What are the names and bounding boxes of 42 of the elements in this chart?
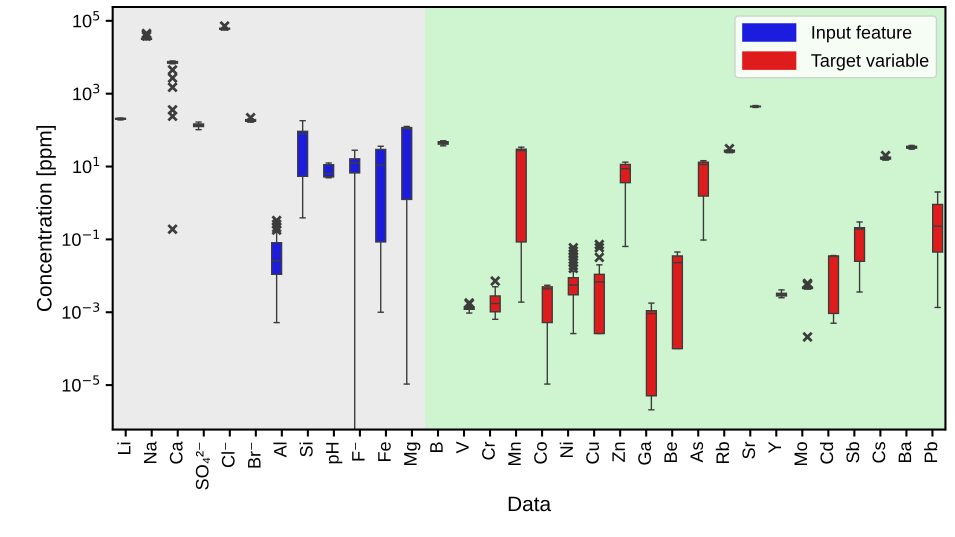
x-tick-label: Cs — [872, 442, 886, 463]
x-tick-label: Al — [273, 442, 287, 458]
y-tick-label: 10$^{−5}$ — [62, 375, 100, 392]
x-tick-label: Be — [664, 442, 678, 462]
x-tick-label: Ga — [638, 441, 652, 465]
x-tick-label: Rb — [716, 442, 730, 464]
x-tick-label: Ni — [560, 442, 573, 457]
x-tick-label: Cr — [482, 442, 495, 460]
y-tick-label: 10$^{−1}$ — [62, 230, 100, 246]
x-tick-label: Br⁻ — [248, 442, 260, 468]
x-tick-label: Y — [768, 442, 781, 454]
x-tick-label: Li — [117, 442, 130, 454]
x-tick-label: Ba — [898, 441, 912, 462]
y-tick-label: 10$^{1}$ — [73, 156, 100, 174]
x-tick-label: Sr — [742, 442, 756, 459]
x-tick-label: As — [690, 442, 704, 462]
x-tick-label: Si — [299, 442, 313, 457]
x-tick-label: SO₄²⁻ — [196, 442, 210, 490]
legend-label: Input feature — [812, 26, 912, 42]
x-tick-label: V — [456, 441, 469, 454]
y-tick-label: 10$^{3}$ — [73, 84, 100, 100]
legend-label: Target variable — [811, 54, 928, 70]
x-tick-label: Cu — [586, 442, 599, 464]
x-tick-label: Mn — [508, 442, 521, 466]
x-tick-label: Mg — [404, 442, 420, 466]
y-tick-label: 10$^{−3}$ — [62, 302, 100, 319]
x-tick-label: pH — [326, 442, 342, 464]
y-tick-label: 10$^{5}$ — [73, 11, 100, 28]
x-axis-title: Data — [508, 496, 552, 512]
x-tick-label: F⁻ — [352, 442, 365, 460]
x-tick-label: B — [430, 442, 443, 452]
x-tick-label: Fe — [378, 442, 391, 461]
x-tick-label: Zn — [612, 442, 625, 462]
x-tick-label: Ca — [170, 441, 183, 464]
x-tick-label: Mo — [794, 442, 808, 466]
x-tick-label: Co — [534, 442, 547, 464]
x-tick-label: Cd — [820, 442, 834, 464]
x-tick-label: Na — [144, 441, 157, 464]
x-tick-label: Cl⁻ — [221, 442, 235, 468]
x-tick-label: Pb — [924, 442, 938, 462]
y-axis-title: Concentration [ppm] — [36, 126, 56, 312]
x-tick-label: Sb — [846, 442, 860, 463]
